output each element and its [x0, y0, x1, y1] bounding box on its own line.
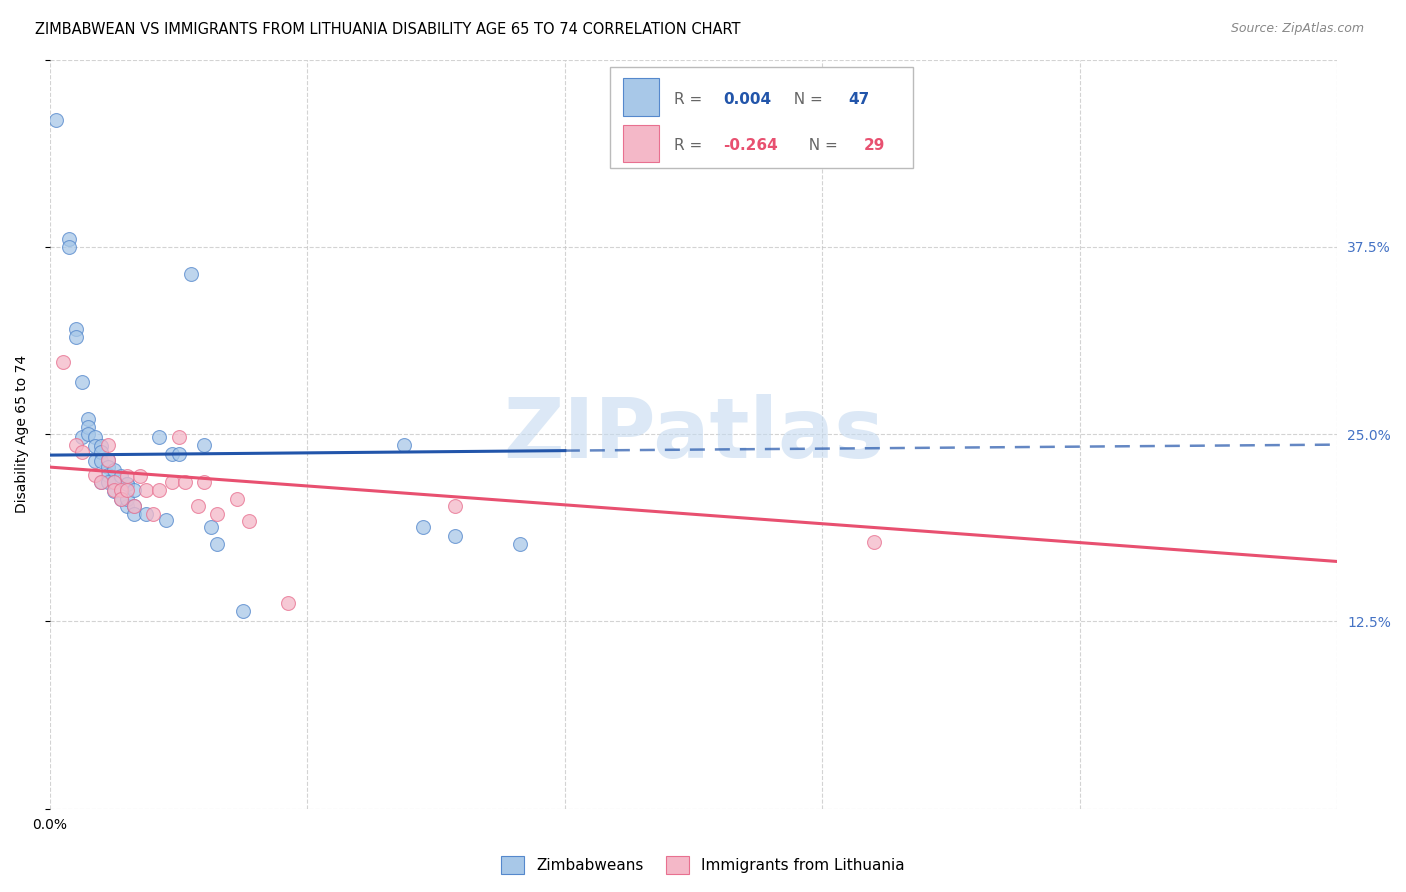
Point: [509, 536, 531, 550]
Point: [70, 445, 93, 459]
Point: [77, 419, 100, 434]
Point: [148, 483, 170, 497]
Text: ZIPatlas: ZIPatlas: [503, 393, 884, 475]
Point: [115, 491, 138, 506]
Point: [115, 499, 138, 513]
Point: [115, 469, 138, 483]
Point: [115, 476, 138, 491]
Point: [392, 437, 415, 451]
Text: N =: N =: [799, 138, 842, 153]
Point: [122, 483, 145, 497]
Point: [444, 499, 467, 513]
Point: [232, 604, 254, 618]
Point: [160, 475, 183, 489]
Point: [863, 535, 886, 549]
Point: [155, 512, 177, 526]
Point: [122, 499, 145, 513]
Point: [77, 412, 100, 426]
Y-axis label: Disability Age 65 to 74: Disability Age 65 to 74: [15, 355, 30, 513]
Point: [97, 475, 120, 489]
Point: [65, 322, 87, 336]
Point: [83, 439, 105, 453]
Text: 29: 29: [863, 138, 884, 153]
Point: [83, 467, 105, 482]
Text: Source: ZipAtlas.com: Source: ZipAtlas.com: [1230, 22, 1364, 36]
Text: R =: R =: [675, 92, 707, 107]
Text: -0.264: -0.264: [723, 138, 778, 153]
FancyBboxPatch shape: [610, 67, 912, 169]
Point: [90, 445, 112, 459]
Point: [277, 596, 299, 610]
Point: [90, 475, 112, 489]
Point: [110, 491, 132, 506]
Legend: Zimbabweans, Immigrants from Lithuania: Zimbabweans, Immigrants from Lithuania: [495, 850, 911, 880]
FancyBboxPatch shape: [623, 78, 659, 116]
Point: [77, 427, 100, 442]
Point: [205, 536, 228, 550]
Point: [205, 507, 228, 521]
Point: [52, 355, 75, 369]
Point: [122, 507, 145, 521]
Point: [142, 507, 165, 521]
Point: [97, 452, 120, 467]
Point: [180, 267, 202, 281]
Point: [135, 507, 157, 521]
Point: [97, 460, 120, 475]
Point: [193, 475, 215, 489]
Point: [187, 499, 209, 513]
Point: [103, 475, 125, 489]
Point: [174, 475, 197, 489]
Text: ZIMBABWEAN VS IMMIGRANTS FROM LITHUANIA DISABILITY AGE 65 TO 74 CORRELATION CHAR: ZIMBABWEAN VS IMMIGRANTS FROM LITHUANIA …: [35, 22, 741, 37]
Text: R =: R =: [675, 138, 707, 153]
FancyBboxPatch shape: [623, 125, 659, 162]
Point: [193, 437, 215, 451]
Point: [103, 484, 125, 499]
Point: [90, 475, 112, 489]
Point: [148, 430, 170, 444]
Point: [65, 437, 87, 451]
Point: [135, 483, 157, 497]
Point: [200, 520, 222, 534]
Point: [70, 430, 93, 444]
Point: [70, 375, 93, 389]
Point: [110, 483, 132, 497]
Point: [238, 514, 260, 528]
Point: [103, 475, 125, 489]
Point: [83, 430, 105, 444]
Point: [58, 232, 80, 246]
Point: [115, 483, 138, 497]
Point: [110, 469, 132, 483]
Point: [103, 483, 125, 497]
Point: [167, 447, 190, 461]
Point: [90, 439, 112, 453]
Point: [110, 491, 132, 506]
Point: [115, 476, 138, 491]
Point: [58, 240, 80, 254]
Point: [97, 467, 120, 482]
Point: [444, 529, 467, 543]
Point: [65, 330, 87, 344]
Point: [103, 463, 125, 477]
Point: [97, 452, 120, 467]
Point: [167, 430, 190, 444]
Text: N =: N =: [783, 92, 827, 107]
Point: [412, 520, 434, 534]
Text: 0.004: 0.004: [723, 92, 772, 107]
Point: [225, 491, 247, 506]
Point: [97, 437, 120, 451]
Point: [45, 112, 67, 127]
Point: [122, 499, 145, 513]
Point: [160, 447, 183, 461]
Point: [90, 454, 112, 468]
Text: 47: 47: [848, 92, 869, 107]
Point: [83, 454, 105, 468]
Point: [129, 469, 152, 483]
